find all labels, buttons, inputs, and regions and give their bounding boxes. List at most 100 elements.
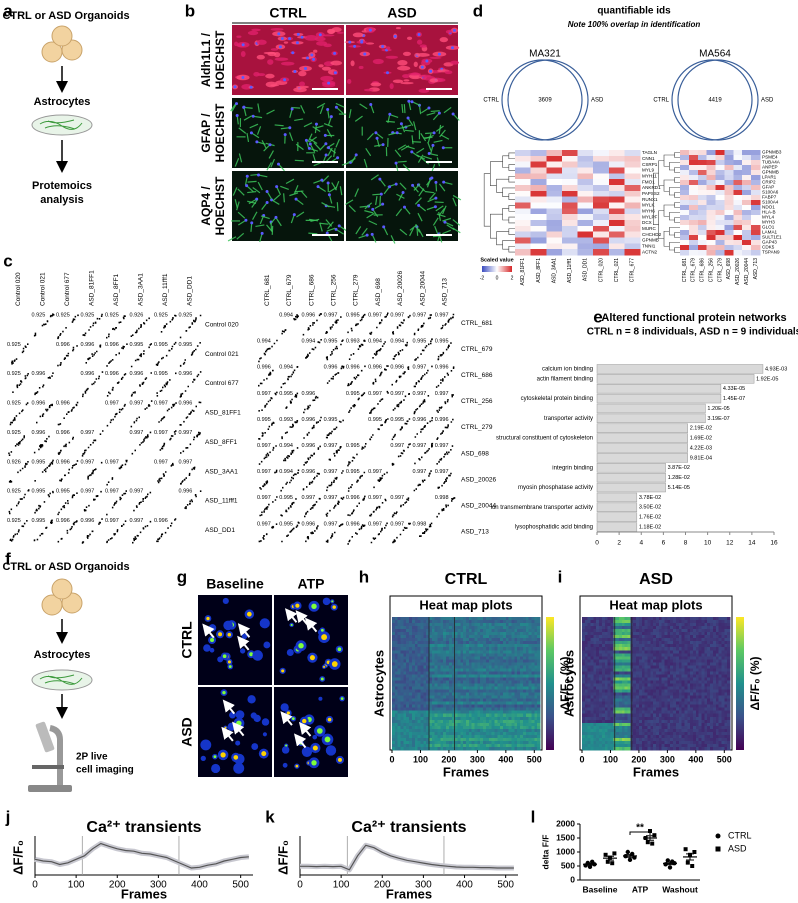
dendrogram [509,246,515,252]
cell-signal [332,605,336,609]
heat-cell [698,180,707,185]
correlation: 0.995 [346,391,360,397]
heat-cell [624,197,640,203]
heat-cell [710,617,713,620]
heat-cell [582,665,585,668]
heat-cell [423,674,426,677]
heat-cell [463,656,466,659]
heat-cell [742,190,751,195]
heat-cell [512,647,515,650]
heat-cell [489,684,492,687]
heat-cell [537,714,540,717]
heat-cell [707,665,710,668]
dendrogram [675,153,680,158]
heat-cell [398,684,401,687]
cell-signal [281,669,284,672]
correlation: 0.995 [179,342,193,348]
heat-cell [472,665,475,668]
heat-cell [415,653,418,656]
heat-cell [515,232,531,238]
heat-cell [412,732,415,735]
heat-cell [687,653,690,656]
heat-cell [469,690,472,693]
heat-cell [642,668,645,671]
heat-cell [494,705,497,708]
heat-cell [403,653,406,656]
heat-cell [477,684,480,687]
heat-cell [724,638,727,641]
cell-signal [223,598,229,604]
heat-cell [667,629,670,632]
heat-cell [716,629,719,632]
correlation: 0.997 [368,521,382,527]
heat-cell [670,617,673,620]
heat-cell [526,735,529,738]
nucleus [381,203,384,206]
heat-cell [512,693,515,696]
heat-cell [440,714,443,717]
heat-cell [412,680,415,683]
heat-cell [529,684,532,687]
heat-cell [412,726,415,729]
column-label: ASD_3AA1 [137,273,144,306]
heat-cell [455,714,458,717]
heat-cell [523,620,526,623]
heat-cell [423,738,426,741]
heat-cell [460,702,463,705]
nucleus [293,70,296,73]
heat-cell [537,732,540,735]
heat-cell [483,635,486,638]
scatter-cloud [326,420,344,437]
heat-cell [562,156,578,162]
heat-cell [642,617,645,620]
heat-cell [503,668,506,671]
heat-cell [673,659,676,662]
heat-cell [401,620,404,623]
heat-cell [656,662,659,665]
heat-cell [716,617,719,620]
heat-cell [466,638,469,641]
heat-cell [446,629,449,632]
heat-cell [455,690,458,693]
heat-cell [398,617,401,620]
heat-cell [724,150,733,155]
heat-cell [429,711,432,714]
nucleus [312,58,315,61]
heat-cell [409,708,412,711]
heat-cell [472,674,475,677]
heat-cell [457,717,460,720]
heat-cell [662,653,665,656]
heat-cell [506,677,509,680]
cell [397,60,407,66]
correlation: 0.996 [154,518,168,524]
heat-cell [503,726,506,729]
heat-cell [492,690,495,693]
heat-cell [492,674,495,677]
heat-cell [409,744,412,747]
heat-cell [486,659,489,662]
cell-signal [321,634,327,640]
heat-cell [412,635,415,638]
heat-cell [420,687,423,690]
heat-cell [438,714,441,717]
heat-cell [401,653,404,656]
heat-cell [494,738,497,741]
nucleus [417,204,420,207]
heat-cell [526,690,529,693]
heat-cell [460,653,463,656]
heat-cell [463,641,466,644]
heat-cell [721,668,724,671]
step-label: Astrocytes [34,96,91,108]
heat-cell [420,723,423,726]
heat-cell [713,677,716,680]
heat-cell [704,677,707,680]
heat-cell [673,623,676,626]
heat-cell [520,638,523,641]
heat-cell [429,668,432,671]
heat-cell [588,665,591,668]
heat-cell [418,708,421,711]
heat-cell [639,623,642,626]
heat-cell [707,215,716,220]
heat-cell [423,659,426,662]
heat-cell [509,656,512,659]
